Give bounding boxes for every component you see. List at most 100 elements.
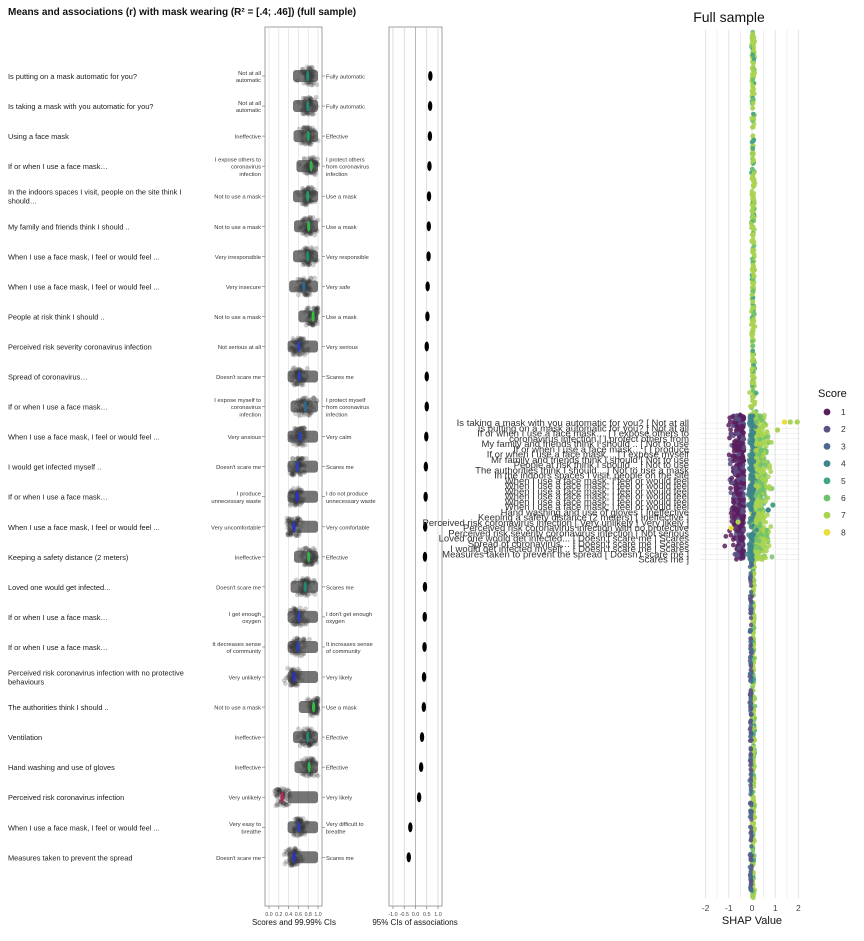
score-point: [305, 156, 311, 162]
score-point: [310, 322, 315, 328]
score-point: [295, 441, 301, 447]
shap-point: [750, 77, 756, 83]
shap-tick-label: 2: [796, 903, 801, 913]
shap-point: [747, 758, 753, 763]
assoc-marker: [422, 551, 428, 562]
score-point: [300, 455, 306, 461]
legend-label: 4: [841, 459, 846, 469]
score-point: [293, 532, 299, 538]
score-point: [312, 232, 318, 238]
mean-marker: [307, 551, 311, 563]
item-question: When I use a face mask, I feel or would …: [8, 252, 160, 261]
item-question: Perceived risk severity coronavirus infe…: [8, 342, 152, 351]
score-distribution: [281, 846, 318, 869]
score-density: [298, 310, 318, 323]
score-point: [304, 292, 310, 298]
score-point: [295, 455, 301, 461]
score-point: [314, 306, 319, 312]
shap-point: [765, 507, 771, 513]
shap-point: [749, 176, 755, 182]
score-point: [305, 262, 311, 268]
score-point: [305, 110, 310, 116]
score-point: [300, 95, 306, 101]
shap-point: [748, 879, 754, 885]
shap-xlabel: SHAP Value: [722, 915, 782, 927]
score-point: [308, 142, 314, 148]
score-point: [290, 365, 296, 371]
shap-point: [740, 430, 746, 436]
mean-marker: [296, 641, 300, 653]
shap-point: [747, 864, 753, 870]
score-point: [291, 365, 297, 371]
shap-point: [749, 267, 755, 273]
scores-tick-label: 1.0: [314, 912, 321, 918]
shap-point: [748, 615, 754, 621]
item-row: Ventilation Ineffective Effective: [8, 725, 425, 749]
score-point: [294, 426, 299, 432]
item-row: Perceived risk coronavirus infection wit…: [8, 665, 427, 688]
shap-point: [741, 445, 747, 451]
score-point: [304, 96, 310, 101]
score-point: [293, 426, 299, 432]
score-distribution: [287, 335, 318, 358]
score-point: [302, 545, 308, 551]
shap-point: [761, 544, 766, 549]
score-point: [298, 425, 303, 431]
shap-point: [764, 532, 770, 538]
score-point: [315, 321, 320, 327]
score-point: [309, 82, 315, 88]
item-row: Is taking a mask with you automatic for …: [8, 94, 433, 117]
shap-point: [748, 791, 753, 797]
assoc-marker: [416, 792, 422, 803]
item-row: Loved one would get infected... Doesn't s…: [8, 575, 428, 599]
score-point: [303, 395, 309, 401]
mean-marker: [303, 581, 307, 593]
score-point: [283, 851, 289, 857]
item-row: If or when I use a face mask… It decrease…: [8, 635, 427, 659]
item-row: When I use a face mask, I feel or would …: [8, 275, 430, 298]
score-point: [297, 336, 303, 341]
shap-point: [750, 895, 756, 901]
shap-point: [764, 430, 770, 436]
shap-point: [749, 555, 754, 561]
item-low-anchor: Ineffective: [235, 135, 261, 141]
score-distribution: [296, 154, 321, 178]
shap-point: [757, 436, 762, 442]
assoc-marker: [424, 371, 429, 382]
legend-swatch: [823, 460, 831, 467]
shap-x-ticks: -2 -1 0 1 2: [702, 903, 801, 913]
item-high-anchor: from coronavirus: [326, 165, 369, 171]
score-point: [300, 395, 306, 401]
item-high-anchor: Very comfortable: [326, 525, 370, 531]
item-low-anchor: It decreases sense: [212, 642, 261, 648]
score-point: [306, 65, 312, 70]
score-point: [298, 413, 304, 418]
item-high-anchor: I protect myself: [326, 398, 366, 404]
shap-point: [749, 209, 755, 214]
item-row: Keeping a safety distance (2 meters) Inef…: [8, 545, 428, 568]
shap-point: [747, 671, 753, 677]
shap-point: [739, 551, 745, 557]
score-density: [294, 761, 318, 774]
shap-point: [750, 343, 756, 349]
score-point: [303, 201, 309, 206]
score-point: [298, 502, 303, 508]
legend-swatch: [823, 529, 831, 536]
item-low-anchor: breathe: [241, 829, 261, 835]
score-point: [307, 125, 313, 131]
score-point: [301, 275, 307, 281]
item-row: I would get infected myself .. Doesn't sc…: [8, 455, 429, 478]
shap-point: [750, 152, 756, 157]
shap-point: [740, 481, 745, 487]
score-point: [276, 787, 281, 792]
score-point: [299, 201, 305, 207]
score-point: [294, 592, 300, 598]
shap-feature-labels: Is taking a mask with you automatic for …: [423, 418, 690, 566]
shap-point: [759, 417, 765, 423]
score-point: [302, 202, 307, 208]
score-point: [298, 471, 303, 477]
shap-point: [749, 440, 755, 446]
item-question: behaviours: [8, 678, 44, 687]
item-row: The authorities think I should .. Not to …: [8, 695, 427, 719]
